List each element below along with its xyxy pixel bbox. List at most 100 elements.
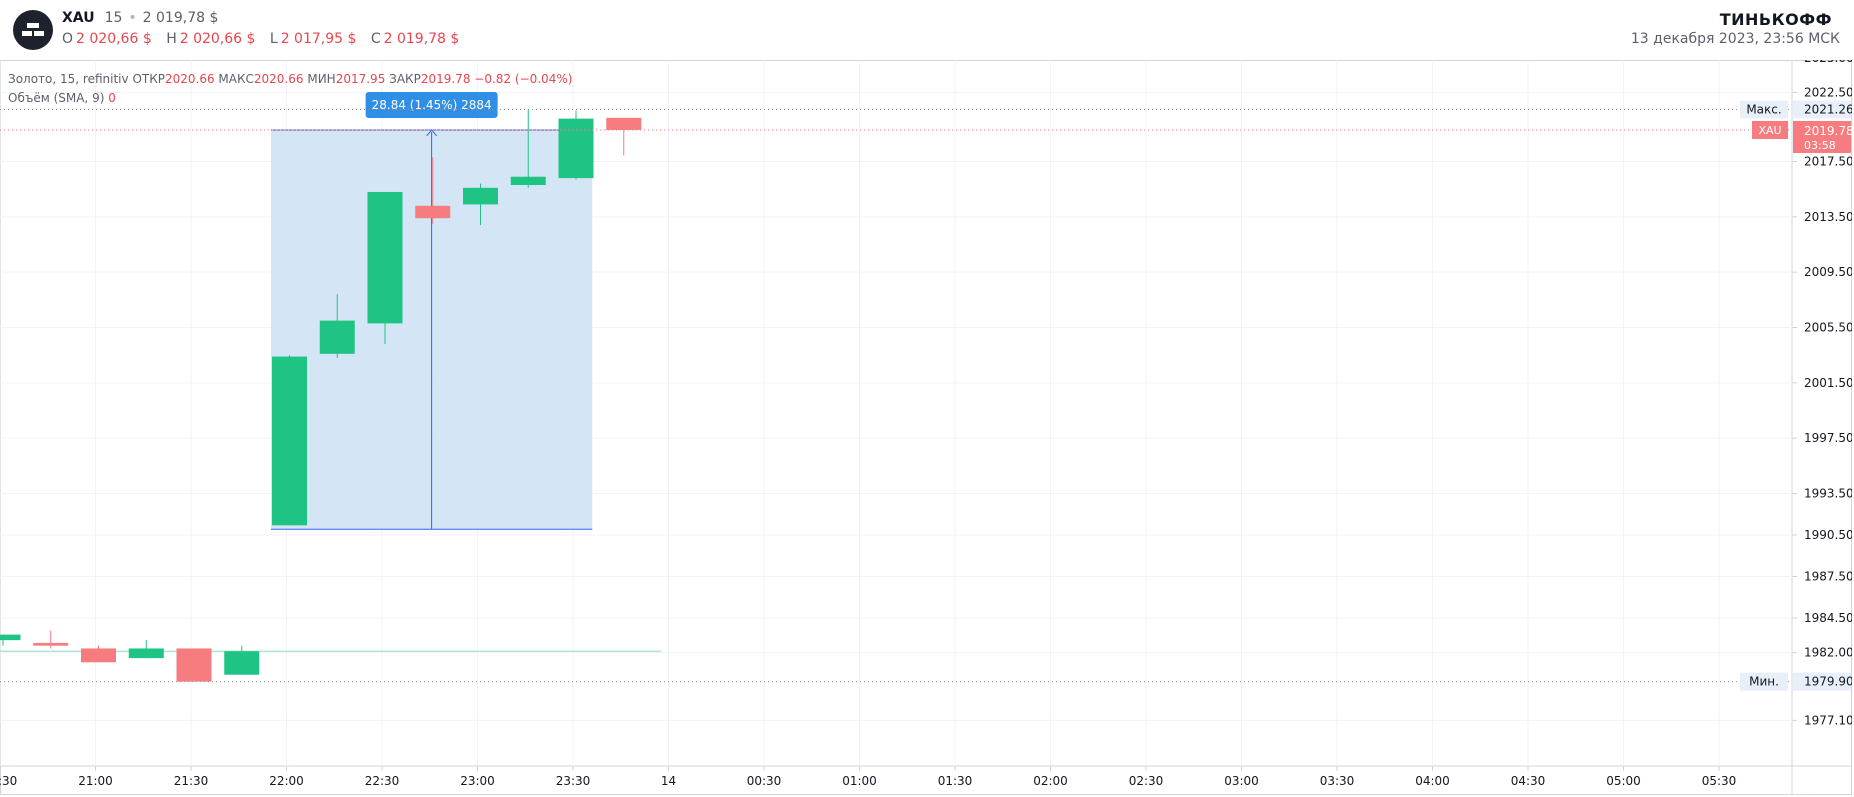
time-tick-label: 05:00 <box>1606 774 1641 788</box>
current-price-badge-box <box>1793 120 1851 153</box>
candle-body <box>176 648 212 682</box>
time-tick-label: 04:30 <box>1511 774 1546 788</box>
candle[interactable] <box>606 117 642 156</box>
price-axis[interactable]: 2025.00 2022.50 2017.50 2013.50 2009.50 2005.… <box>1792 60 1852 727</box>
candle[interactable] <box>81 645 116 663</box>
candle-body <box>81 648 116 663</box>
legend-open-label: ОТКР <box>132 72 165 86</box>
time-tick-label: 22:30 <box>365 774 400 788</box>
max-price-marker-value-box <box>1793 100 1851 119</box>
ohlc-key-open: O <box>62 31 74 47</box>
legend-volume-label[interactable]: Объём (SMA, 9) <box>8 91 105 105</box>
candle[interactable] <box>176 648 212 682</box>
time-axis[interactable]: 20:30 21:00 21:30 22:00 22:30 23:00 23:30 14 00:… <box>0 766 1736 788</box>
max-price-marker-value: 2021.26 <box>1804 103 1852 117</box>
time-tick-label: 02:30 <box>1129 774 1164 788</box>
chart-legend: Золото, 15, refinitiv ОТКР2020.66 МАКС20… <box>8 70 572 108</box>
legend-high-value: 2020.66 <box>253 72 304 86</box>
time-tick-label: 01:00 <box>842 774 877 788</box>
candle[interactable] <box>367 191 403 345</box>
time-tick-label: 02:00 <box>1033 774 1068 788</box>
candle[interactable] <box>319 294 355 358</box>
candle[interactable] <box>463 183 498 226</box>
price-tick-label: 1990.50 <box>1804 528 1852 542</box>
candle[interactable] <box>33 630 69 649</box>
legend-low-value: 2017.95 <box>335 72 386 86</box>
legend-low-label: МИН <box>307 72 336 86</box>
price-tick-label: 2025.00 <box>1804 60 1852 65</box>
time-tick-label: 21:00 <box>78 774 113 788</box>
candle-body <box>415 205 451 219</box>
candlestick-chart[interactable]: 28.84 (1.45%) 2884 Макс. 2021.26 XAU 2019.7… <box>0 60 1852 794</box>
legend-open-value: 2020.66 <box>164 72 215 86</box>
candle[interactable] <box>272 355 307 526</box>
candle-body <box>128 648 164 659</box>
ohlc-value-high: 2 020,66 $ <box>179 31 256 47</box>
min-price-marker-label-box <box>1740 672 1788 691</box>
price-tick-label: 1987.50 <box>1804 570 1852 584</box>
price-tick-label: 2005.50 <box>1804 321 1852 335</box>
legend-close-label: ЗАКР <box>389 72 421 86</box>
ohlc-key-close: C <box>370 31 381 47</box>
time-tick-label: 05:30 <box>1702 774 1737 788</box>
last-price: 2 019,78 $ <box>142 10 219 26</box>
candle-body <box>0 634 21 641</box>
time-tick-label: 04:00 <box>1415 774 1450 788</box>
time-tick-label: 23:30 <box>556 774 591 788</box>
candle[interactable] <box>415 157 451 224</box>
legend-title[interactable]: Золото, 15, refinitiv <box>8 72 129 86</box>
candle[interactable] <box>558 110 594 180</box>
time-tick-label: 03:00 <box>1224 774 1259 788</box>
candle-body <box>272 356 307 526</box>
candle-body <box>33 642 69 646</box>
current-price-value: 2019.78 <box>1804 124 1852 138</box>
max-price-marker: Макс. 2021.26 <box>1740 100 1852 119</box>
current-price-symbol-box <box>1752 120 1788 139</box>
brand-logo: ТИНЬКОФФ <box>1719 10 1832 29</box>
measure-arrow-head-icon <box>426 129 438 137</box>
min-price-marker-value-box <box>1793 672 1851 691</box>
time-tick-label: 21:30 <box>174 774 209 788</box>
time-tick-label: 01:30 <box>938 774 973 788</box>
time-tick-label: 14 <box>661 774 676 788</box>
min-price-marker: Мин. 1979.90 <box>1740 672 1852 691</box>
candle[interactable] <box>510 108 546 188</box>
datetime: 13 декабря 2023, 23:56 МСК <box>1630 31 1840 47</box>
legend-main-row: Золото, 15, refinitiv ОТКР2020.66 МАКС20… <box>8 70 572 89</box>
measure-label-text: 28.84 (1.45%) 2884 <box>372 98 492 112</box>
price-tick-label: 2022.50 <box>1804 85 1852 99</box>
measure-label-box <box>365 91 498 118</box>
candle[interactable] <box>128 640 164 659</box>
grid <box>0 60 1852 794</box>
ohlc-value-open: 2 020,66 $ <box>76 31 152 47</box>
ohlc-key-high: H <box>166 31 177 47</box>
min-price-marker-value: 1979.90 <box>1804 675 1852 689</box>
gold-bars-icon <box>22 23 44 36</box>
max-price-marker-label-box <box>1740 100 1788 119</box>
legend-change: −0.82 (−0.04%) <box>474 72 573 86</box>
interval[interactable]: 15 <box>104 10 123 26</box>
ticker-row: XAU 15 • 2 019,78 $ <box>62 10 218 26</box>
price-tick-label: 1984.50 <box>1804 611 1852 625</box>
candle-body <box>463 187 498 205</box>
gold-bars-logo-icon <box>13 10 53 50</box>
min-price-marker-label: Мин. <box>1749 675 1779 689</box>
price-tick-label: 1982.00 <box>1804 646 1852 660</box>
time-tick-label: 03:30 <box>1320 774 1355 788</box>
time-tick-label: 22:00 <box>269 774 304 788</box>
price-tick-label: 2009.50 <box>1804 265 1852 279</box>
measure-tool[interactable]: 28.84 (1.45%) 2884 <box>271 91 593 530</box>
symbol[interactable]: XAU <box>62 10 95 26</box>
candle-body <box>224 651 260 675</box>
price-tick-label: 1977.10 <box>1804 713 1852 727</box>
candle[interactable] <box>224 645 260 675</box>
ohlc-value-close: 2 019,78 $ <box>383 31 460 47</box>
bar-countdown: 03:58 <box>1804 139 1836 152</box>
candle-body <box>367 191 403 324</box>
price-tick-label: 2017.50 <box>1804 155 1852 169</box>
candle[interactable] <box>0 634 21 646</box>
